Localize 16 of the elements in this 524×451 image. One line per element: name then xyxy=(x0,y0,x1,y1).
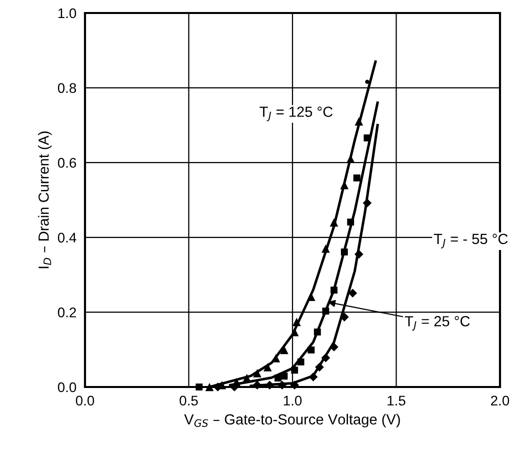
y-tick-label: 0.4 xyxy=(58,232,76,243)
x-tick-label: 0.0 xyxy=(76,396,94,406)
x-tick-label: 2.0 xyxy=(491,396,510,406)
annotation: T$_{J}$ = - 55 °C xyxy=(434,234,508,248)
y-tick-label: 0.8 xyxy=(58,83,76,93)
annotation: T$_{J}$ = 25 °C xyxy=(404,316,470,331)
annotation: T$_{J}$ = 125 °C xyxy=(260,106,333,122)
y-tick-label: 1.0 xyxy=(58,8,76,18)
y-tick-label: 0.2 xyxy=(58,308,76,318)
x-tick-label: 1.5 xyxy=(388,396,406,406)
y-tick-label: 0.6 xyxy=(58,158,76,168)
x-tick-label: 1.0 xyxy=(284,396,302,406)
x-axis-title: V$_{GS}$ – Gate-to-Source Voltage (V) xyxy=(184,414,400,428)
x-tick-label: 0.5 xyxy=(180,396,198,406)
y-axis-title: I$_{D}$ – Drain Current (A) xyxy=(38,132,52,268)
y-tick-label: 0.0 xyxy=(58,382,76,392)
